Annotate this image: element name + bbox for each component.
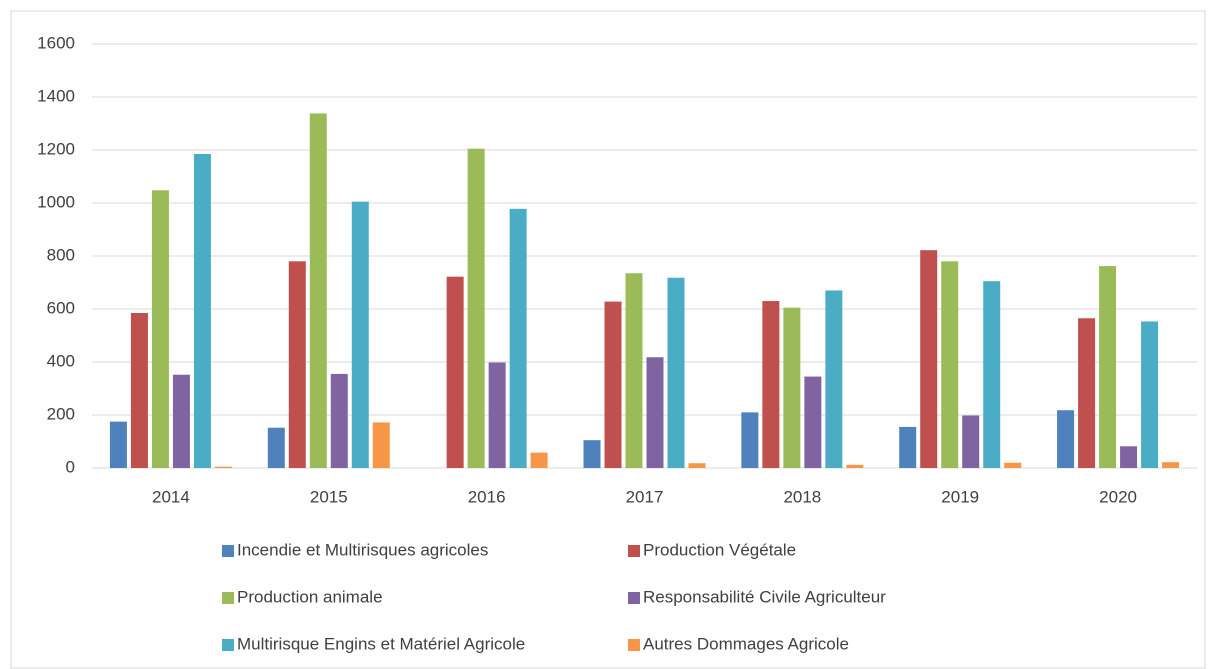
legend-swatch bbox=[628, 545, 640, 557]
bar bbox=[351, 201, 369, 469]
x-tick-label: 2017 bbox=[626, 487, 664, 506]
legend-swatch bbox=[222, 639, 234, 651]
bar bbox=[825, 290, 843, 468]
y-tick-label: 1200 bbox=[37, 139, 75, 158]
bar bbox=[646, 357, 664, 468]
bar bbox=[267, 427, 285, 468]
x-tick-label: 2014 bbox=[152, 487, 190, 506]
bar bbox=[1078, 318, 1096, 468]
legend-swatch bbox=[628, 639, 640, 651]
bar bbox=[109, 421, 127, 468]
bar bbox=[151, 190, 169, 468]
x-tick-label: 2018 bbox=[783, 487, 821, 506]
y-tick-label: 0 bbox=[66, 457, 75, 476]
y-tick-label: 800 bbox=[47, 245, 75, 264]
legend-label: Responsabilité Civile Agriculteur bbox=[643, 587, 886, 606]
bar bbox=[1120, 446, 1138, 468]
bar bbox=[488, 362, 506, 468]
bar bbox=[667, 277, 685, 468]
bar bbox=[130, 312, 148, 468]
legend-label: Production Végétale bbox=[643, 540, 796, 559]
bar bbox=[193, 153, 211, 468]
bar bbox=[214, 466, 232, 468]
bar bbox=[762, 301, 780, 468]
bar bbox=[1162, 462, 1180, 468]
bar bbox=[446, 276, 464, 468]
y-tick-label: 600 bbox=[47, 298, 75, 317]
bar bbox=[288, 261, 306, 468]
bar bbox=[899, 426, 917, 468]
y-tick-label: 1400 bbox=[37, 86, 75, 105]
bar bbox=[846, 464, 864, 468]
legend-swatch bbox=[222, 592, 234, 604]
bar bbox=[688, 463, 706, 468]
y-tick-label: 200 bbox=[47, 404, 75, 423]
bar bbox=[172, 374, 190, 468]
bar bbox=[509, 208, 527, 468]
bar bbox=[1004, 462, 1022, 468]
bar bbox=[1099, 266, 1117, 468]
bar bbox=[783, 307, 801, 468]
bar bbox=[1141, 321, 1159, 468]
legend-swatch bbox=[222, 545, 234, 557]
legend-label: Incendie et Multirisques agricoles bbox=[237, 540, 488, 559]
bar bbox=[804, 376, 822, 468]
x-tick-label: 2016 bbox=[468, 487, 506, 506]
y-tick-label: 1600 bbox=[37, 33, 75, 52]
bar bbox=[372, 422, 390, 468]
x-tick-label: 2015 bbox=[310, 487, 348, 506]
bar bbox=[330, 373, 348, 468]
bar bbox=[625, 273, 643, 468]
bar bbox=[920, 250, 938, 468]
bar bbox=[983, 281, 1001, 468]
y-tick-label: 1000 bbox=[37, 192, 75, 211]
bar bbox=[467, 148, 485, 469]
legend-label: Autres Dommages Agricole bbox=[643, 634, 849, 653]
x-tick-label: 2019 bbox=[941, 487, 979, 506]
legend-swatch bbox=[628, 592, 640, 604]
bar bbox=[962, 415, 980, 468]
x-tick-label: 2020 bbox=[1099, 487, 1137, 506]
bar bbox=[530, 452, 548, 468]
bar bbox=[941, 261, 959, 468]
y-tick-label: 400 bbox=[47, 351, 75, 370]
legend-label: Multirisque Engins et Matériel Agricole bbox=[237, 634, 525, 653]
bar bbox=[309, 113, 327, 469]
bar bbox=[604, 301, 622, 468]
bar bbox=[741, 412, 759, 468]
legend-label: Production animale bbox=[237, 587, 383, 606]
bar bbox=[583, 440, 601, 468]
bar bbox=[1057, 410, 1075, 468]
